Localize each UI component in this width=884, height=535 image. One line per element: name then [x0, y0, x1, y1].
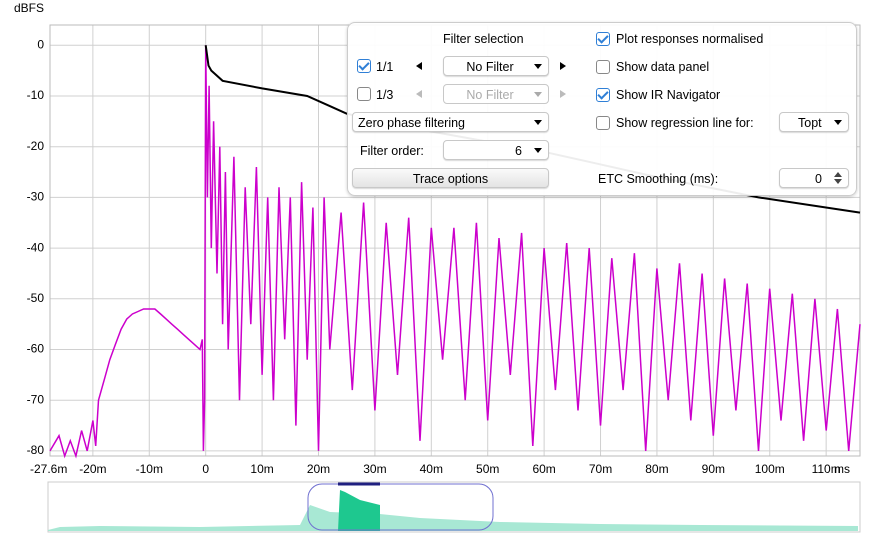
- x-tick-label: 50m: [476, 462, 499, 476]
- checkbox-label: Show data panel: [616, 60, 710, 74]
- spinner[interactable]: 0: [779, 168, 849, 188]
- button[interactable]: Trace options: [352, 168, 549, 188]
- panel-title: Filter selection: [443, 32, 524, 46]
- checkbox-label: Show IR Navigator: [616, 88, 721, 102]
- x-tick-label: 70m: [589, 462, 612, 476]
- checkbox[interactable]: [357, 59, 371, 73]
- x-tick-label: 100m: [755, 462, 785, 476]
- y-tick-label: -40: [27, 240, 45, 254]
- dropdown-text: 6: [515, 144, 522, 158]
- checkbox[interactable]: [357, 87, 371, 101]
- x-tick-label: 110m: [812, 462, 841, 476]
- dropdown-text: No Filter: [466, 60, 514, 74]
- navigator-overview: [48, 505, 858, 531]
- button-text: Trace options: [412, 172, 489, 186]
- checkbox[interactable]: [596, 32, 610, 46]
- prev-arrow: [416, 90, 422, 98]
- checkbox[interactable]: [596, 88, 610, 102]
- y-axis-label: dBFS: [14, 1, 44, 15]
- y-tick-label: -70: [27, 392, 45, 406]
- y-tick-label: -30: [27, 190, 45, 204]
- x-axis-unit: ms: [834, 462, 850, 476]
- dropdown[interactable]: Topt: [779, 112, 849, 132]
- next-arrow: [560, 90, 566, 98]
- dropdown[interactable]: Zero phase filtering: [352, 112, 549, 132]
- dropdown-text: Zero phase filtering: [358, 116, 466, 130]
- checkbox-label: 1/3: [376, 88, 394, 102]
- x-tick-label: 60m: [532, 462, 555, 476]
- checkbox[interactable]: [596, 116, 610, 130]
- navigator-window: [338, 490, 380, 531]
- dropdown-text: Topt: [798, 116, 822, 130]
- series-line: [49, 45, 861, 459]
- arrows: [416, 90, 566, 98]
- x-tick-label: 30m: [363, 462, 386, 476]
- y-tick-label: -80: [27, 443, 45, 457]
- next-arrow[interactable]: [560, 62, 566, 70]
- y-tick-label: 0: [37, 37, 44, 51]
- x-tick-label: -27.6m: [30, 462, 67, 476]
- dropdown[interactable]: No Filter: [443, 56, 549, 76]
- checkbox-label: Show regression line for:: [616, 116, 754, 130]
- arrows: [416, 62, 566, 70]
- checkbox-label: Plot responses normalised: [616, 32, 764, 46]
- x-tick-label: 10m: [250, 462, 273, 476]
- x-tick-label: -10m: [136, 462, 163, 476]
- label: Filter order:: [360, 144, 424, 158]
- dropdown-text: No Filter: [466, 88, 514, 102]
- spinner-text: 0: [815, 172, 822, 186]
- checkbox-label: 1/1: [376, 60, 394, 74]
- control-panel: [347, 22, 857, 196]
- x-tick-label: 90m: [702, 462, 725, 476]
- checkbox[interactable]: [596, 60, 610, 74]
- dropdown: No Filter: [443, 84, 549, 104]
- x-tick-label: 20m: [307, 462, 330, 476]
- x-tick-label: 0: [202, 462, 209, 476]
- x-tick-label: 80m: [645, 462, 668, 476]
- y-tick-label: -20: [27, 139, 45, 153]
- label: ETC Smoothing (ms):: [598, 172, 719, 186]
- prev-arrow[interactable]: [416, 62, 422, 70]
- dropdown[interactable]: 6: [443, 140, 549, 160]
- navigator-selection[interactable]: [307, 483, 494, 531]
- x-tick-label: 40m: [420, 462, 443, 476]
- y-tick-label: -50: [27, 291, 45, 305]
- y-tick-label: -10: [27, 88, 45, 102]
- x-tick-label: -20m: [79, 462, 106, 476]
- y-tick-label: -60: [27, 342, 45, 356]
- spinner-arrows[interactable]: [833, 171, 843, 185]
